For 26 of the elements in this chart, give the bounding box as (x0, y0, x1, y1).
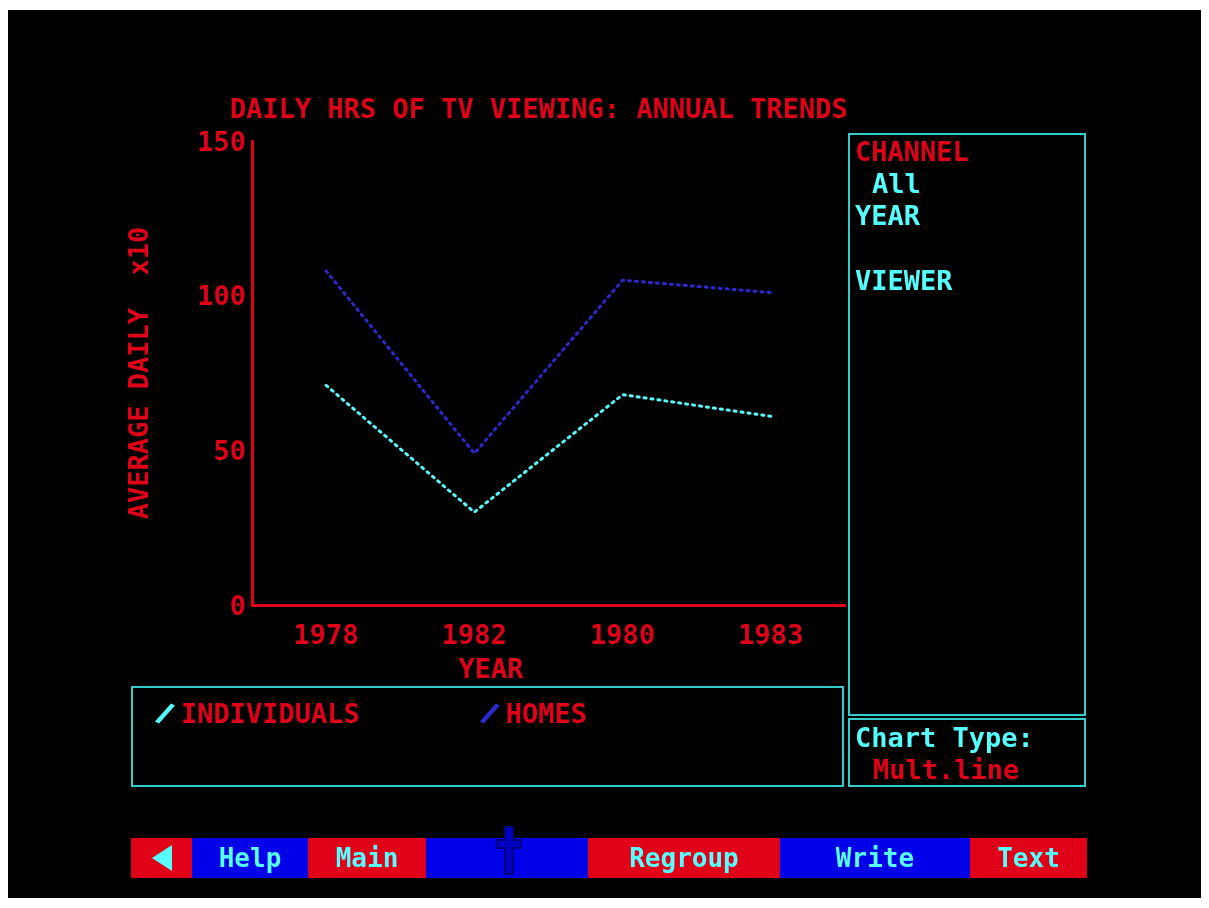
legend-label: HOMES (505, 698, 588, 729)
text: Write (780, 838, 970, 878)
y-tick-label: 100 (197, 280, 246, 312)
text: All (872, 168, 921, 199)
y-tick-label: 50 (213, 434, 246, 466)
x-axis-title: YEAR (458, 653, 525, 684)
text: Text (970, 838, 1087, 878)
legend-label: INDIVIDUALS (181, 698, 360, 729)
line-series (324, 383, 773, 514)
text: CHANNEL (855, 136, 969, 167)
x-tick-label: 1978 (293, 619, 359, 650)
x-tick-label: 1983 (738, 619, 804, 650)
text: YEAR (855, 200, 921, 231)
y-tick-label: 150 (197, 125, 246, 157)
text: Mult.line (873, 754, 1020, 785)
line-series (324, 269, 773, 455)
text: Chart Type: (855, 722, 1034, 753)
chart-title: DAILY HRS OF TV VIEWING: ANNUAL TRENDS (230, 93, 848, 124)
y-axis-title: AVERAGE DAILY x10 (123, 226, 154, 520)
text: VIEWER (855, 265, 953, 296)
text: Main (308, 838, 426, 878)
x-tick-label: 1982 (441, 619, 507, 650)
y-tick-label: 0 (229, 589, 246, 621)
text: Regroup (588, 838, 780, 878)
text: Help (192, 838, 308, 878)
x-tick-label: 1980 (590, 619, 656, 650)
